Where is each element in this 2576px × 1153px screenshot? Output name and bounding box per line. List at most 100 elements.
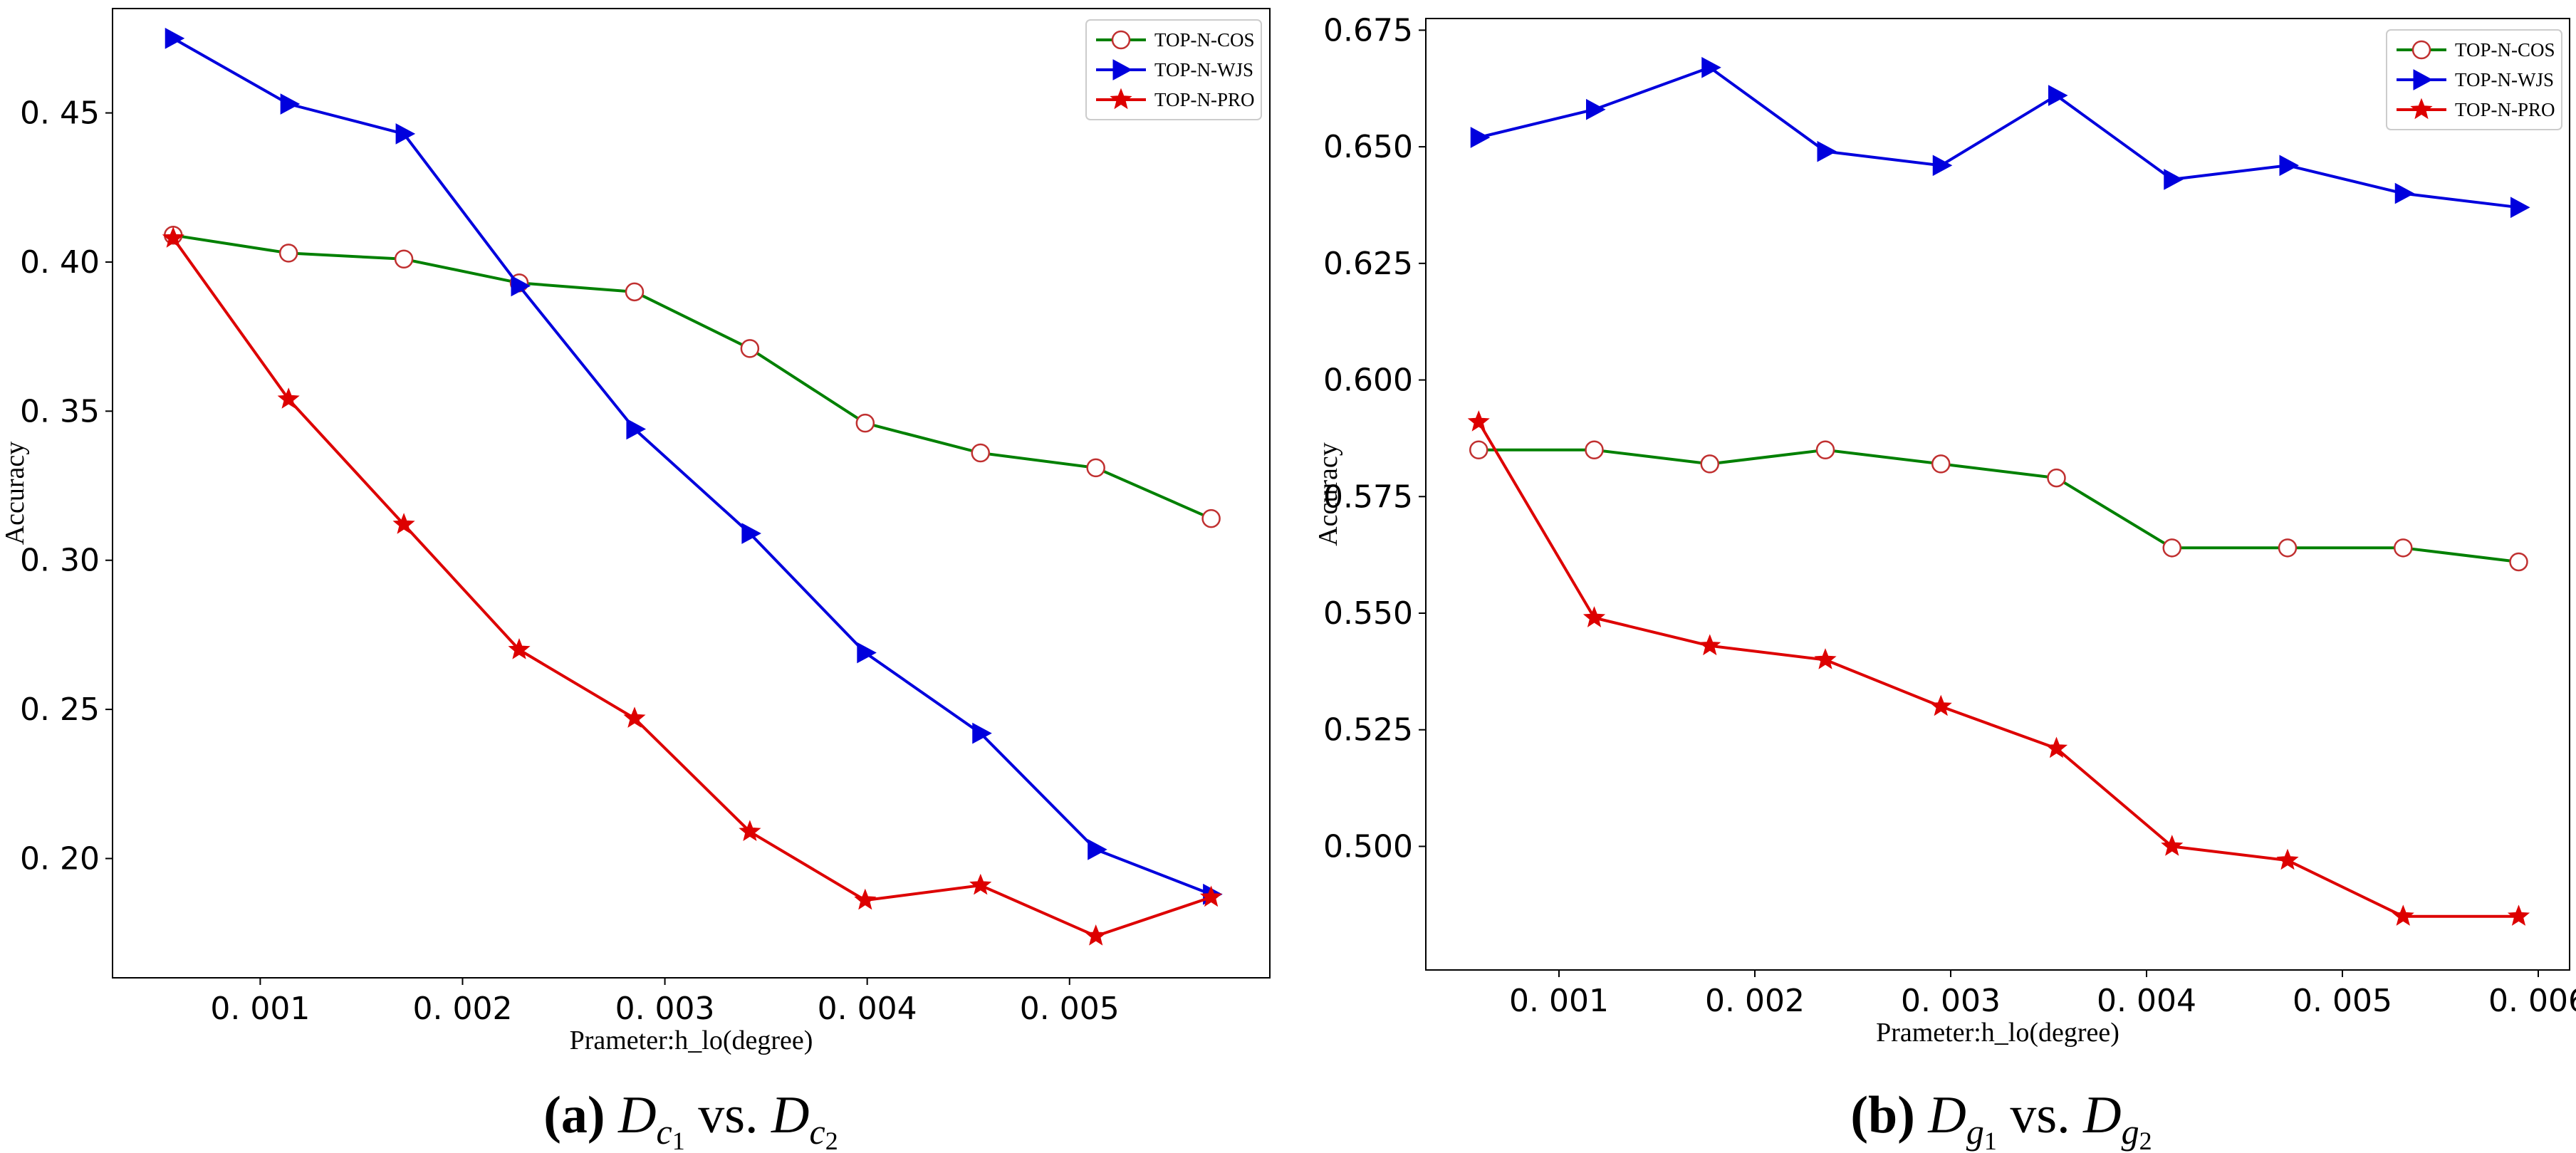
data-point: [1088, 839, 1107, 860]
data-point: [1814, 648, 1837, 669]
data-point: [626, 418, 647, 440]
data-point: [395, 123, 416, 145]
data-point: [623, 706, 646, 728]
series-top-n-wjs: [165, 28, 1223, 905]
legend-marker: [2410, 98, 2433, 120]
caption-left-sub: c: [657, 1112, 672, 1152]
data-point: [1199, 885, 1223, 907]
data-point: [855, 413, 875, 433]
y-tick-label: 0.625: [1323, 246, 1413, 282]
series-line: [172, 37, 1212, 896]
legend-label: TOP-N-WJS: [2455, 69, 2554, 90]
data-point: [2510, 197, 2530, 219]
series-line: [172, 237, 1212, 938]
caption-letter: (a): [543, 1086, 605, 1144]
data-point: [2392, 904, 2414, 926]
caption-space: [2070, 1086, 2084, 1144]
data-point: [2509, 552, 2528, 572]
data-point: [2276, 848, 2299, 870]
legend-label: TOP-N-COS: [2455, 39, 2555, 61]
series-line: [1479, 448, 2519, 563]
data-point: [2278, 538, 2298, 558]
data-point: [2162, 538, 2181, 558]
caption-letter: (b): [1850, 1086, 1914, 1144]
data-point: [2394, 538, 2413, 558]
legend-marker: [1111, 30, 1131, 50]
legend: TOP-N-COS TOP-N-WJS TOP-N-PRO: [2386, 29, 2562, 130]
data-point: [1582, 606, 1606, 627]
legend-label: TOP-N-PRO: [1154, 89, 1255, 110]
data-point: [1699, 634, 1721, 656]
y-tick-label: 0.550: [1323, 595, 1413, 632]
caption-vs: vs.: [698, 1086, 758, 1144]
series-top-n-pro: [162, 226, 1223, 946]
x-tick-label: 0. 001: [210, 991, 310, 1027]
data-point: [1700, 454, 1719, 474]
y-tick-label: 0. 20: [20, 840, 100, 877]
data-point: [854, 888, 877, 910]
x-tick-label: 0. 002: [1705, 983, 1805, 1019]
caption-left: D: [1927, 1086, 1966, 1144]
legend-marker: [2413, 69, 2434, 90]
data-point: [2045, 736, 2068, 758]
x-tick-label: 0. 002: [413, 991, 513, 1027]
series-line: [1478, 66, 2519, 209]
caption-space: [1915, 1086, 1929, 1144]
series-top-n-cos: [1469, 440, 2528, 572]
legend-box: [1085, 19, 1262, 120]
data-point: [277, 387, 300, 409]
panel-caption: (a) Dc1 vs. Dc2: [543, 1086, 838, 1153]
y-axis-label: Accuracy: [1313, 442, 1343, 546]
data-point: [1929, 694, 1952, 716]
data-point: [165, 28, 185, 49]
y-tick-label: 0.575: [1323, 479, 1413, 515]
data-point: [2161, 835, 2184, 856]
data-point: [278, 244, 298, 263]
caption-right-subsub: 2: [2139, 1127, 2152, 1153]
data-point: [508, 638, 531, 659]
data-point: [1086, 458, 1105, 478]
data-point: [2507, 904, 2530, 926]
data-point: [739, 820, 761, 842]
data-point: [1932, 155, 1953, 177]
data-point: [1085, 924, 1107, 946]
x-tick-label: 0. 003: [1901, 983, 2001, 1019]
data-point: [2279, 155, 2300, 177]
data-point: [969, 873, 992, 895]
data-point: [1586, 98, 1606, 120]
series-top-n-wjs: [1470, 56, 2530, 219]
data-point: [394, 249, 414, 269]
data-point: [1817, 140, 1837, 162]
caption-right-sub: c: [810, 1112, 825, 1152]
data-point: [162, 226, 184, 248]
chart-panel-a: 0. 20 0. 25 0. 30 0. 35 0. 40 0. 45 0. 001 0. 0…: [0, 8, 1271, 1153]
legend: TOP-N-COS TOP-N-WJS TOP-N-PRO: [1085, 19, 1262, 120]
x-tick-label: 0. 004: [818, 991, 917, 1027]
caption-right-subsub: 2: [825, 1127, 838, 1153]
series-line: [1477, 421, 2519, 918]
caption-space: [685, 1103, 699, 1153]
legend-marker: [1110, 88, 1132, 110]
data-point: [625, 282, 645, 302]
x-axis-label: Prameter:h_lo(degree): [1876, 1018, 2119, 1048]
data-point: [1701, 56, 1721, 78]
y-tick-label: 0. 45: [20, 95, 100, 132]
caption-left-subsub: 1: [1984, 1127, 1997, 1153]
y-tick-label: 0. 35: [20, 393, 100, 429]
series-top-n-pro: [1467, 410, 2530, 926]
x-tick-label: 0. 005: [1020, 991, 1120, 1027]
legend-label: TOP-N-PRO: [2455, 99, 2555, 120]
y-tick-label: 0.675: [1323, 12, 1413, 48]
legend-label: TOP-N-COS: [1154, 29, 1255, 51]
x-tick-label: 0. 001: [1509, 983, 1609, 1019]
data-point: [2164, 169, 2184, 190]
x-axis-label: Prameter:h_lo(degree): [570, 1026, 813, 1055]
legend-marker: [1112, 59, 1133, 80]
caption-left-subsub: 1: [672, 1127, 685, 1153]
y-tick-label: 0.650: [1323, 129, 1413, 165]
data-point: [1201, 508, 1221, 528]
y-tick-label: 0.500: [1323, 828, 1413, 865]
data-point: [1467, 410, 1490, 432]
caption-left: D: [617, 1086, 656, 1144]
